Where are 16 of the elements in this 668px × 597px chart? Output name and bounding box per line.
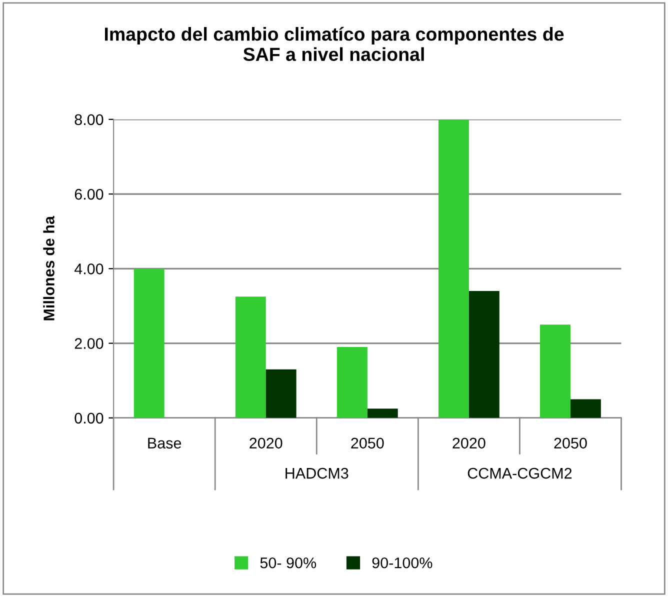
- y-tick-label: 4.00: [74, 264, 104, 274]
- x-tick-label: Base: [148, 438, 182, 449]
- x-tick-label: 2050: [554, 438, 587, 449]
- legend-label: 50- 90%: [260, 557, 316, 568]
- y-tick-label: 0.00: [74, 412, 104, 424]
- y-tick-label: 8.00: [74, 114, 104, 126]
- text: CCMA-CGCM2: [468, 468, 572, 479]
- y-tick-label: 2.00: [74, 338, 104, 349]
- y-tick-label: 6.00: [74, 188, 104, 200]
- x-tick-label: 2020: [250, 438, 282, 449]
- x-tick-label: 2050: [351, 438, 384, 449]
- chart-title: Imapcto del cambio climatíco para componentes de SAF a nivel nacional: [105, 26, 564, 61]
- text: HADCM3: [286, 468, 348, 479]
- legend-label: 90-100%: [372, 557, 432, 568]
- y-axis-title: Millones de ha: [43, 216, 54, 320]
- x-tick-label: 2020: [452, 438, 486, 449]
